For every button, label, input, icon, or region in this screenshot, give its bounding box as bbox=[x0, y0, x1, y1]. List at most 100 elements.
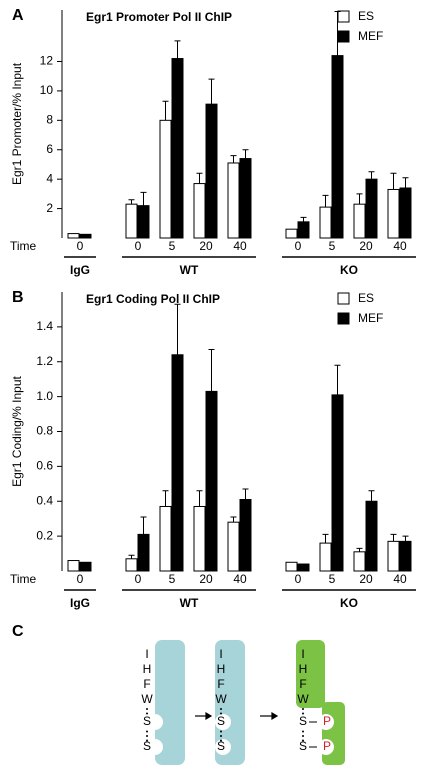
error-bar bbox=[196, 172, 203, 184]
notch bbox=[318, 714, 334, 730]
dot bbox=[146, 708, 148, 710]
legend-label: ES bbox=[358, 291, 374, 305]
dot bbox=[146, 712, 148, 715]
residue: F bbox=[299, 677, 306, 691]
site: S bbox=[143, 739, 151, 753]
y-tick-label: 1.4 bbox=[36, 319, 53, 333]
residue: I bbox=[145, 647, 148, 661]
bar bbox=[125, 558, 138, 572]
dot bbox=[220, 708, 222, 710]
residue: H bbox=[217, 662, 226, 676]
dot bbox=[302, 735, 304, 737]
residue: W bbox=[215, 692, 227, 706]
group-label: WT bbox=[180, 596, 199, 610]
x-tick-label: 20 bbox=[199, 572, 213, 586]
x-axis-label: Time bbox=[10, 572, 37, 586]
error-bar bbox=[368, 171, 375, 180]
notch bbox=[215, 714, 231, 730]
legend-swatch bbox=[337, 30, 350, 43]
bar bbox=[239, 499, 252, 572]
y-axis-label: Egr1 Promoter/% Input bbox=[10, 62, 24, 185]
residue: H bbox=[143, 662, 152, 676]
bar bbox=[285, 228, 298, 239]
phospho: P bbox=[323, 714, 331, 728]
bar bbox=[239, 158, 252, 239]
bar bbox=[331, 394, 344, 572]
site: S bbox=[299, 739, 307, 753]
x-tick-label: 40 bbox=[393, 572, 407, 586]
error-bar bbox=[208, 78, 215, 105]
error-bar bbox=[390, 172, 397, 190]
y-tick-label: 0.6 bbox=[36, 459, 53, 473]
group-label: WT bbox=[180, 263, 199, 277]
dot bbox=[146, 739, 148, 742]
error-bar bbox=[322, 533, 329, 544]
dot bbox=[302, 712, 304, 715]
bar bbox=[387, 540, 400, 572]
error-bar bbox=[230, 155, 237, 163]
dot bbox=[146, 735, 148, 737]
panel-label: C bbox=[12, 623, 24, 640]
x-tick-label: 5 bbox=[169, 572, 176, 586]
notch bbox=[318, 739, 334, 755]
group-label: IgG bbox=[70, 263, 90, 277]
bar bbox=[399, 187, 412, 239]
bar bbox=[79, 233, 92, 239]
group-label: IgG bbox=[70, 596, 90, 610]
y-axis-label: Egr1 Coding/% Input bbox=[10, 375, 24, 486]
x-tick-label: 20 bbox=[359, 572, 373, 586]
group-label: KO bbox=[340, 263, 358, 277]
x-tick-label: 40 bbox=[393, 239, 407, 253]
protein-shape bbox=[296, 640, 325, 708]
protein-shape bbox=[215, 640, 245, 765]
bar bbox=[205, 103, 218, 239]
y-tick-label: 1.2 bbox=[36, 354, 53, 368]
residue: W bbox=[297, 692, 309, 706]
error-bar bbox=[402, 535, 409, 542]
dot bbox=[302, 730, 304, 733]
x-tick-label: 5 bbox=[329, 239, 336, 253]
bar bbox=[159, 505, 172, 572]
error-bar bbox=[196, 490, 203, 507]
legend-swatch bbox=[337, 292, 350, 305]
dot bbox=[220, 739, 222, 742]
y-tick-label: 6 bbox=[46, 142, 53, 156]
notch bbox=[215, 739, 231, 755]
error-bar bbox=[162, 490, 169, 507]
legend-swatch bbox=[337, 10, 350, 23]
y-tick-label: 2 bbox=[46, 201, 53, 215]
error-bar bbox=[162, 100, 169, 121]
y-tick-label: 12 bbox=[40, 54, 54, 68]
x-tick-label: 0 bbox=[295, 572, 302, 586]
legend-label: ES bbox=[358, 9, 374, 23]
y-tick-label: 8 bbox=[46, 112, 53, 126]
legend-swatch bbox=[337, 312, 350, 325]
error-bar bbox=[390, 533, 397, 542]
notch bbox=[147, 739, 163, 755]
bar bbox=[319, 542, 332, 572]
bar bbox=[137, 205, 150, 239]
bar bbox=[365, 500, 378, 572]
arrows bbox=[195, 711, 279, 721]
error-bar bbox=[334, 364, 341, 395]
residue: W bbox=[141, 692, 153, 706]
residue: H bbox=[299, 662, 308, 676]
chart-title: Egr1 Promoter Pol II ChIP bbox=[86, 10, 232, 24]
bar bbox=[353, 203, 366, 239]
dot bbox=[220, 735, 222, 737]
bar bbox=[193, 183, 206, 239]
bar bbox=[319, 206, 332, 239]
legend-label: MEF bbox=[358, 29, 383, 43]
bar bbox=[67, 560, 80, 572]
bar bbox=[365, 178, 378, 239]
site: S bbox=[217, 714, 225, 728]
bar bbox=[227, 162, 240, 239]
dot bbox=[302, 739, 304, 742]
x-tick-label: 0 bbox=[77, 239, 84, 253]
error-bar bbox=[356, 547, 363, 552]
bar bbox=[67, 233, 80, 239]
bar bbox=[399, 540, 412, 572]
dot bbox=[302, 708, 304, 710]
error-bar bbox=[402, 177, 409, 188]
protein-shape bbox=[322, 702, 345, 765]
